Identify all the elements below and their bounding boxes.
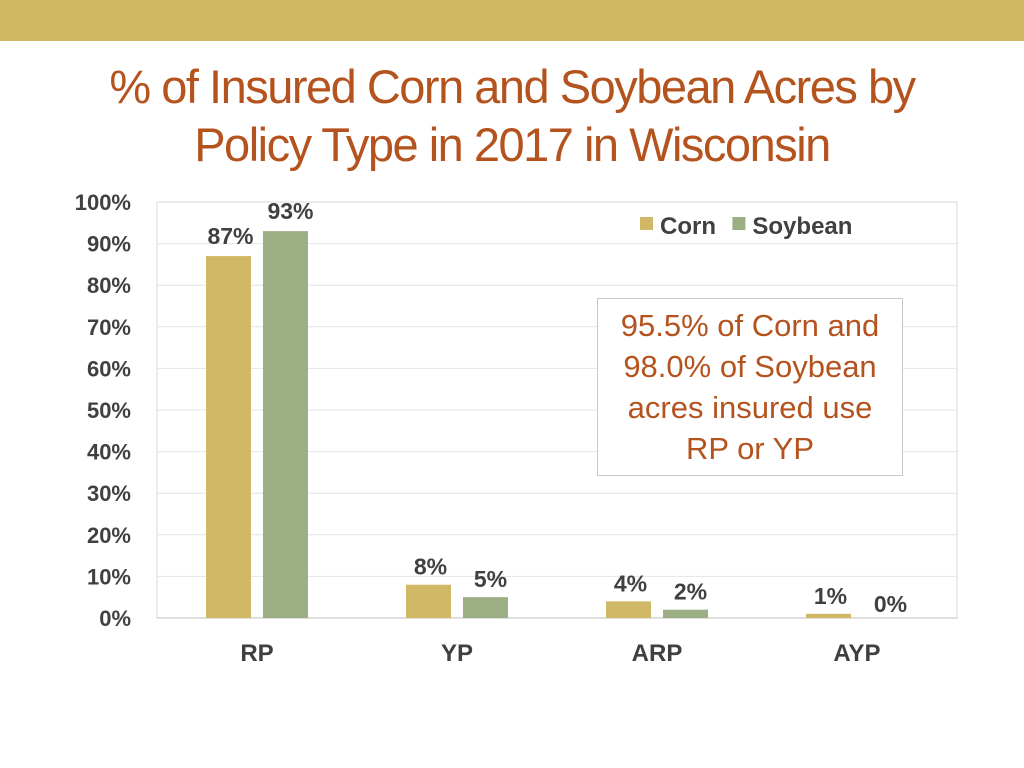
title-line-1: % of Insured Corn and Soybean Acres by: [109, 60, 916, 113]
legend-label-corn: Corn: [660, 213, 716, 240]
x-category-label: YP: [441, 640, 473, 667]
legend-swatch-soybean: [732, 217, 746, 230]
bar-soybean-yp: [463, 597, 508, 618]
bar-corn-ayp: [806, 613, 851, 618]
data-label: 87%: [207, 223, 253, 249]
annotation-line-3: acres insured use: [627, 390, 873, 425]
legend-label-soybean: Soybean: [752, 213, 852, 240]
legend-swatch-corn: [640, 217, 653, 230]
y-tick-label: 50%: [87, 398, 131, 423]
data-label: 0%: [874, 591, 907, 617]
y-tick-label: 20%: [87, 523, 131, 548]
y-tick-label: 30%: [87, 481, 131, 506]
annotation-line-4: RP or YP: [685, 431, 815, 466]
bar-corn-arp: [606, 601, 651, 618]
annotation-line-1: 95.5% of Corn and: [620, 308, 880, 343]
y-tick-label: 10%: [87, 564, 131, 589]
top-accent-bar: [0, 0, 1024, 41]
y-tick-label: 80%: [87, 273, 131, 298]
y-tick-label: 60%: [87, 356, 131, 381]
bar-soybean-rp: [263, 231, 308, 618]
annotation-box: 95.5% of Corn and 98.0% of Soybean acres…: [597, 298, 903, 476]
y-tick-label: 0%: [99, 606, 131, 631]
data-label: 5%: [474, 566, 507, 592]
y-tick-label: 100%: [75, 190, 131, 215]
bar-soybean-arp: [663, 609, 708, 618]
data-label: 8%: [414, 554, 447, 580]
data-label: 93%: [267, 198, 313, 224]
bar-corn-yp: [406, 584, 451, 618]
bar-corn-rp: [206, 256, 251, 618]
x-category-label: RP: [240, 640, 273, 667]
x-category-label: AYP: [833, 640, 880, 667]
title-line-2: Policy Type in 2017 in Wisconsin: [194, 118, 831, 171]
annotation-line-2: 98.0% of Soybean: [623, 349, 877, 384]
y-tick-label: 70%: [87, 315, 131, 340]
data-label: 4%: [614, 570, 647, 596]
data-label: 1%: [814, 583, 847, 609]
y-tick-label: 90%: [87, 232, 131, 257]
data-label: 2%: [674, 579, 707, 605]
x-category-label: ARP: [632, 640, 683, 667]
slide-title: % of Insured Corn and Soybean Acres by P…: [0, 58, 1024, 174]
y-tick-label: 40%: [87, 440, 131, 465]
